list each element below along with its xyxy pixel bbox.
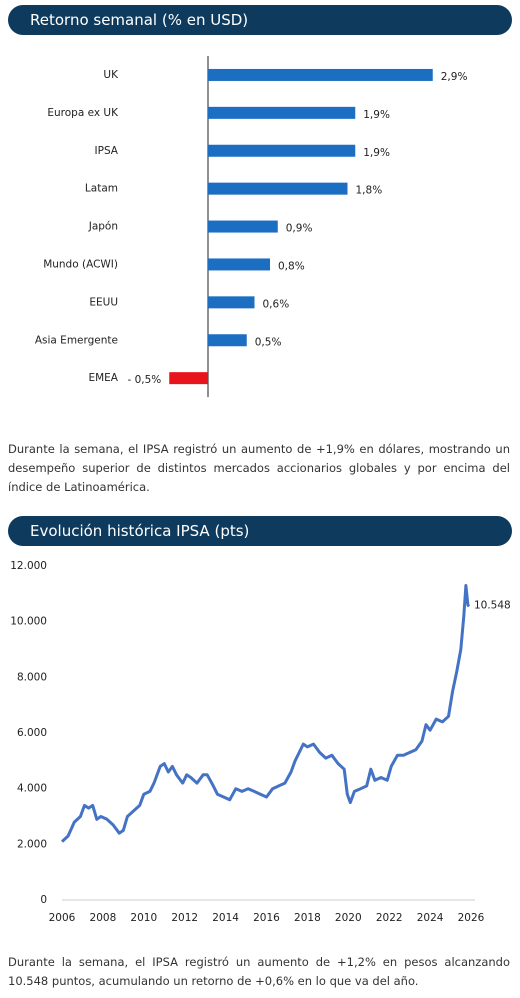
paragraph: Durante la semana, el IPSA registró un a… [8,955,510,988]
y-tick-label: 4.000 [17,783,47,795]
line-chart: 0 2.000 4.000 6.000 8.000 10.000 12.000 2006 200… [10,560,511,924]
category-label: Europa ex UK [47,107,119,119]
x-tick-label: 2014 [212,912,239,924]
category-label: EMEA [88,372,118,384]
value-label: 0,5% [255,336,282,348]
value-label: 2,9% [441,71,468,83]
section-header: Evolución histórica IPSA (pts) [8,516,512,546]
category-label: Asia Emergente [35,334,118,346]
x-tick-label: 2024 [417,912,444,924]
value-label: 1,9% [363,147,390,159]
y-tick-label: 2.000 [17,838,47,850]
x-tick-label: 2016 [253,912,280,924]
y-tick-label: 12.000 [10,560,47,572]
bar [208,296,255,309]
bar [169,372,208,385]
value-label: 0,8% [278,260,305,272]
section-header: Retorno semanal (% en USD) [8,5,512,35]
value-label: - 0,5% [127,374,161,386]
category-label: Latam [85,183,118,195]
bar [208,334,247,347]
x-tick-label: 2012 [171,912,198,924]
bar-chart: UK 2,9% Europa ex UK 1,9% IPSA 1,9% Latam 1,8% J… [35,56,468,398]
x-tick-label: 2006 [49,912,76,924]
x-tick-label: 2008 [90,912,117,924]
y-tick-label: 0 [40,894,47,906]
x-tick-label: 2026 [458,912,485,924]
value-label: 1,9% [363,109,390,121]
y-tick-label: 8.000 [17,671,47,683]
value-label: 0,9% [286,223,313,235]
category-label: Japón [88,221,118,233]
paragraph: Durante la semana, el IPSA registró un a… [8,442,510,494]
x-tick-label: 2010 [130,912,157,924]
bar [208,144,356,157]
category-label: Mundo (ACWI) [43,258,118,270]
end-value-label: 10.548 [474,599,511,611]
bar [208,68,433,81]
bar [208,258,270,271]
category-label: UK [103,69,119,81]
bar [208,220,278,233]
y-tick-label: 10.000 [10,616,47,628]
value-label: 0,6% [263,298,290,310]
y-tick-label: 6.000 [17,727,47,739]
x-tick-label: 2018 [294,912,321,924]
bar [208,182,348,195]
category-label: EEUU [89,296,118,308]
category-label: IPSA [95,145,119,157]
x-tick-label: 2020 [335,912,362,924]
bar [208,106,356,119]
line-series [60,584,471,843]
x-tick-label: 2022 [376,912,403,924]
value-label: 1,8% [356,185,383,197]
